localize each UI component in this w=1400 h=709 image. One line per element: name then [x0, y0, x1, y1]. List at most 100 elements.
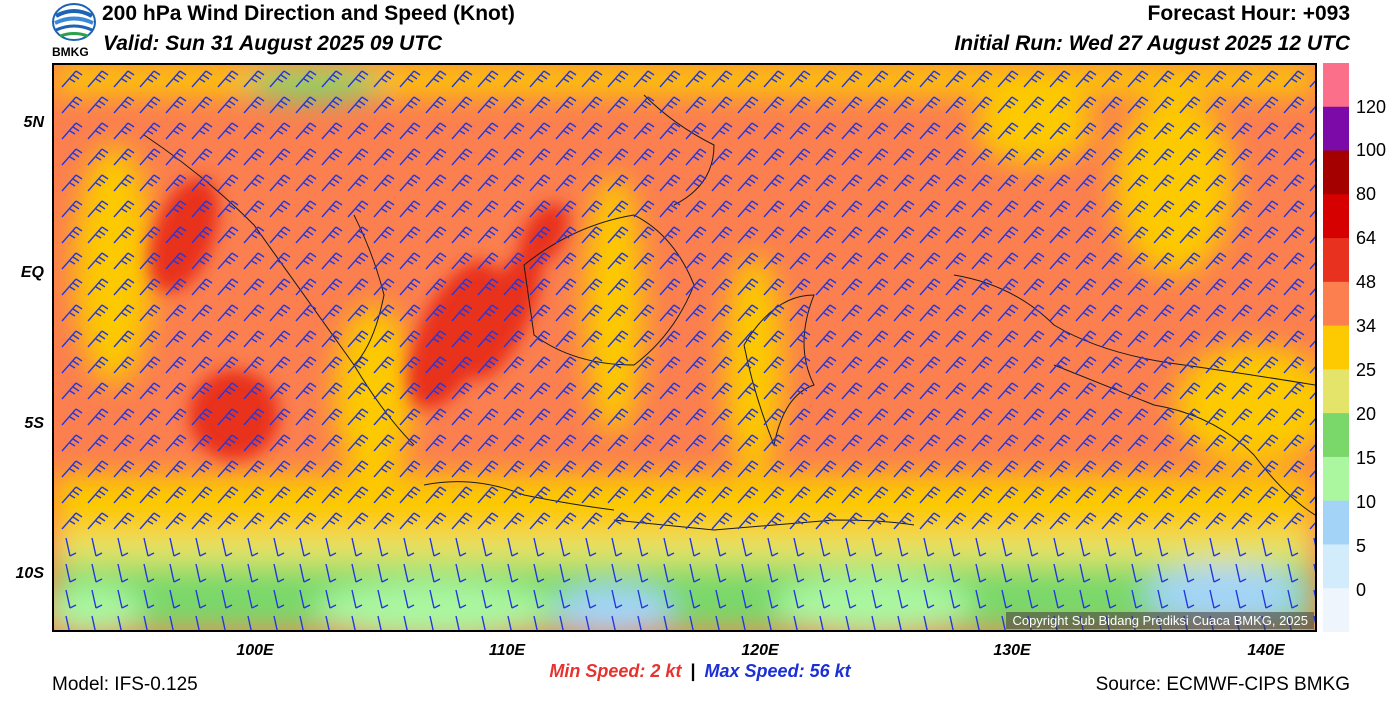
- wind-barb: [607, 148, 629, 166]
- wind-barb: [347, 356, 369, 374]
- wind-barb: [87, 252, 109, 270]
- wind-barb: [1101, 460, 1123, 478]
- wind-barb: [321, 122, 343, 140]
- wind-barb: [893, 434, 915, 452]
- wind-barb: [633, 70, 655, 88]
- wind-barb: [1153, 434, 1175, 452]
- wind-barb: [711, 278, 733, 296]
- wind-barb: [741, 615, 746, 630]
- wind-barb: [1075, 304, 1097, 322]
- wind-barb: [685, 226, 707, 244]
- wind-barb: [65, 589, 77, 609]
- wind-barb: [1287, 537, 1299, 557]
- wind-barb: [893, 226, 915, 244]
- wind-barb: [191, 460, 213, 478]
- wind-barb: [477, 460, 499, 478]
- wind-barb: [789, 200, 811, 218]
- colorbar-label: 100: [1356, 140, 1387, 160]
- wind-barb: [1205, 96, 1227, 114]
- wind-barb: [321, 96, 343, 114]
- wind-barb: [789, 278, 811, 296]
- wind-barb: [1049, 382, 1071, 400]
- wind-barb: [789, 252, 811, 270]
- wind-barb: [1205, 70, 1227, 88]
- wind-barb: [347, 226, 369, 244]
- colorbar-swatch: [1323, 588, 1349, 632]
- wind-barb: [633, 226, 655, 244]
- wind-barb: [529, 278, 551, 296]
- wind-barb: [191, 148, 213, 166]
- wind-barb: [815, 330, 837, 348]
- wind-barb: [503, 174, 525, 192]
- wind-barb: [1283, 434, 1305, 452]
- wind-barb: [815, 408, 837, 426]
- wind-barb: [1127, 122, 1149, 140]
- wind-barb: [633, 122, 655, 140]
- wind-barb: [1075, 460, 1097, 478]
- wind-barb: [1105, 589, 1117, 609]
- wind-barb: [945, 486, 967, 504]
- min-speed-value: 2 kt: [650, 661, 682, 681]
- wind-barb: [169, 589, 181, 609]
- wind-barb: [919, 226, 941, 244]
- wind-barb: [581, 226, 603, 244]
- wind-barb: [373, 96, 395, 114]
- wind-barb: [321, 148, 343, 166]
- wind-barb: [867, 226, 889, 244]
- wind-barb: [1049, 486, 1071, 504]
- wind-barb: [165, 486, 187, 504]
- wind-barb: [815, 278, 837, 296]
- wind-barb: [269, 304, 291, 322]
- wind-barb: [143, 615, 148, 630]
- wind-barb: [555, 304, 577, 322]
- wind-barb: [529, 460, 551, 478]
- wind-barb: [351, 537, 363, 557]
- wind-barb: [893, 148, 915, 166]
- wind-barb: [815, 226, 837, 244]
- wind-barb: [1313, 537, 1315, 546]
- wind-barb: [1131, 537, 1143, 557]
- wind-barb: [451, 200, 473, 218]
- wind-barb: [1283, 278, 1305, 296]
- wind-barb: [429, 615, 434, 630]
- wind-barb: [113, 460, 135, 478]
- wind-barb: [347, 434, 369, 452]
- wind-barb: [477, 252, 499, 270]
- wind-barb: [633, 434, 655, 452]
- wind-barb: [1231, 356, 1253, 374]
- wind-barb: [481, 589, 493, 609]
- wind-barb: [1205, 122, 1227, 140]
- wind-barb: [581, 408, 603, 426]
- wind-barb: [685, 148, 707, 166]
- wind-barb: [971, 148, 993, 166]
- wind-barb: [61, 486, 83, 504]
- wind-barb: [789, 174, 811, 192]
- wind-barb: [737, 200, 759, 218]
- wind-barb: [685, 382, 707, 400]
- wind-barb: [711, 226, 733, 244]
- wind-barb: [1101, 70, 1123, 88]
- wind-barb: [503, 434, 525, 452]
- wind-barb: [87, 96, 109, 114]
- wind-barb: [1075, 226, 1097, 244]
- wind-barb: [425, 148, 447, 166]
- wind-barb: [815, 486, 837, 504]
- wind-barb: [867, 356, 889, 374]
- wind-barb: [113, 226, 135, 244]
- wind-barb: [1049, 122, 1071, 140]
- wind-barb: [321, 226, 343, 244]
- wind-barb: [559, 563, 571, 583]
- wind-barb: [217, 278, 239, 296]
- wind-barb: [139, 356, 161, 374]
- wind-barb: [1075, 356, 1097, 374]
- wind-barb: [607, 356, 629, 374]
- wind-barb: [1257, 226, 1279, 244]
- wind-barb: [61, 226, 83, 244]
- wind-barb: [1183, 537, 1195, 557]
- wind-barb: [685, 174, 707, 192]
- wind-barb: [789, 70, 811, 88]
- wind-barb: [923, 537, 935, 557]
- wind-barb: [217, 200, 239, 218]
- wind-barb: [1205, 226, 1227, 244]
- wind-barb: [789, 96, 811, 114]
